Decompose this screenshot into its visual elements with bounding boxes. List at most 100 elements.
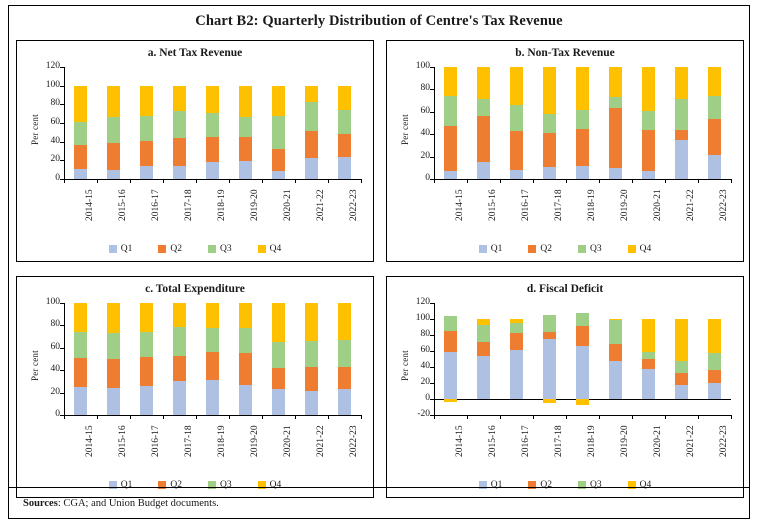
y-tick-label: 0 <box>425 173 430 183</box>
x-tick-mark <box>731 415 732 419</box>
bar-segment-q3 <box>576 312 589 327</box>
bar-segment-q1 <box>510 170 523 179</box>
legend-swatch-q3-icon <box>208 245 216 253</box>
legend-swatch-q1-icon <box>478 245 487 253</box>
x-tick-mark <box>434 179 435 183</box>
y-tick-label: 0 <box>425 393 430 403</box>
legend-label: Q1 <box>490 244 503 254</box>
legend-swatch-q1-icon <box>478 481 487 489</box>
legend-item-q3[interactable]: Q3 <box>578 244 602 254</box>
bar-segment-q4 <box>173 85 186 111</box>
bar-segment-q3 <box>477 99 490 117</box>
bar-segment-q3 <box>642 351 655 359</box>
legend-swatch-q4-icon <box>257 245 266 253</box>
x-tick-mark <box>566 415 567 419</box>
legend-item-q2[interactable]: Q2 <box>158 244 182 254</box>
y-tick-label: 80 <box>50 98 61 109</box>
x-tick-mark <box>130 415 131 419</box>
x-tick-label: 2020-21 <box>652 189 663 221</box>
x-tick-label: 2016-17 <box>520 189 531 221</box>
legend-item-q2[interactable]: Q2 <box>528 244 552 254</box>
y-tick-mark <box>60 67 64 68</box>
legend-item-q1[interactable]: Q1 <box>108 480 133 490</box>
bar-segment-q4 <box>708 319 721 353</box>
legend-item-q3[interactable]: Q3 <box>578 480 602 490</box>
bar-segment-q4 <box>675 67 688 100</box>
x-tick-mark <box>64 415 65 419</box>
x-tick-label: 2021-22 <box>685 425 696 457</box>
y-tick-mark <box>60 104 64 106</box>
bar-segment-q1 <box>477 162 490 179</box>
y-tick-mark <box>60 370 64 372</box>
bar-segment-q3 <box>708 96 721 119</box>
y-tick-mark <box>60 160 64 162</box>
x-tick-mark <box>698 179 699 183</box>
sources-text: : CGA; and Union Budget documents. <box>57 498 219 509</box>
bar-segment-q1 <box>708 383 721 399</box>
legend-item-q2[interactable]: Q2 <box>158 480 182 490</box>
bar-segment-q3 <box>576 109 589 129</box>
legend-item-q2[interactable]: Q2 <box>528 480 552 490</box>
bar-segment-q3 <box>609 97 622 109</box>
bar-segment-q4 <box>140 85 153 116</box>
bar-segment-q2 <box>173 137 186 166</box>
bar-segment-q1 <box>206 380 219 415</box>
bar-segment-q1 <box>239 384 252 415</box>
y-tick-mark <box>430 383 434 384</box>
y-tick-mark <box>60 303 64 304</box>
legend-item-q4[interactable]: Q4 <box>627 244 651 254</box>
legend-item-q4[interactable]: Q4 <box>257 480 282 490</box>
x-tick-label: 2021-22 <box>315 425 326 457</box>
bar-segment-q2 <box>272 149 285 171</box>
bar-segment-q3 <box>609 319 622 344</box>
x-tick-mark <box>361 179 362 183</box>
y-axis-line <box>64 67 65 179</box>
bar-segment-q3 <box>477 324 490 343</box>
y-tick-mark <box>60 141 64 143</box>
legend-label: Q2 <box>540 244 552 254</box>
legend-swatch-q2-icon <box>158 245 167 253</box>
x-tick-label: 2019-20 <box>249 189 260 221</box>
legend-item-q4[interactable]: Q4 <box>257 244 281 254</box>
x-tick-label: 2018-19 <box>586 425 597 457</box>
y-tick-label: 120 <box>45 61 60 71</box>
panel-title: a. Net Tax Revenue <box>147 47 243 59</box>
legend-label: Q1 <box>120 480 133 490</box>
legend-item-q4[interactable]: Q4 <box>627 480 651 490</box>
legend-item-q1[interactable]: Q1 <box>478 244 503 254</box>
x-tick-mark <box>64 179 65 183</box>
legend-label: Q1 <box>490 480 503 490</box>
bar-segment-q2 <box>708 118 721 156</box>
bar-segment-q1 <box>206 162 219 179</box>
bar-segment-q4 <box>338 85 351 110</box>
legend-item-q3[interactable]: Q3 <box>208 480 232 490</box>
x-tick-label: 2022-23 <box>348 425 359 457</box>
bar-segment-q2 <box>239 137 252 162</box>
legend-label: Q4 <box>269 480 282 490</box>
x-axis-line <box>64 179 361 180</box>
x-tick-mark <box>97 179 98 183</box>
x-tick-label: 2017-18 <box>553 189 564 221</box>
bar-segment-q1 <box>609 361 622 399</box>
bar-segment-q3 <box>444 315 457 331</box>
bar-segment-q1 <box>338 156 351 179</box>
y-tick-label: 80 <box>50 319 61 330</box>
bar-segment-q2 <box>510 332 523 351</box>
bar-segment-q1 <box>239 161 252 179</box>
legend-item-q1[interactable]: Q1 <box>108 244 132 254</box>
x-tick-label: 2014-15 <box>84 189 95 221</box>
page-title: Chart B2: Quarterly Distribution of Cent… <box>195 13 563 29</box>
y-tick-label: 0 <box>55 173 60 183</box>
bar-segment-q4 <box>74 85 87 123</box>
bar-segment-q3 <box>543 315 556 332</box>
legend-item-q1[interactable]: Q1 <box>478 480 503 490</box>
bar-segment-q4 <box>173 303 186 327</box>
legend-item-q3[interactable]: Q3 <box>208 244 232 254</box>
x-tick-label: 2015-16 <box>117 189 128 221</box>
y-tick-label: 40 <box>50 364 61 375</box>
bar-segment-q4 <box>576 399 589 406</box>
plot-area-b: b. Non-Tax Revenue Per cent 0 20 40 60 80 100 20… <box>387 41 743 261</box>
x-tick-mark <box>533 179 534 183</box>
bar-segment-q3 <box>305 341 318 367</box>
y-tick-mark <box>430 367 434 368</box>
